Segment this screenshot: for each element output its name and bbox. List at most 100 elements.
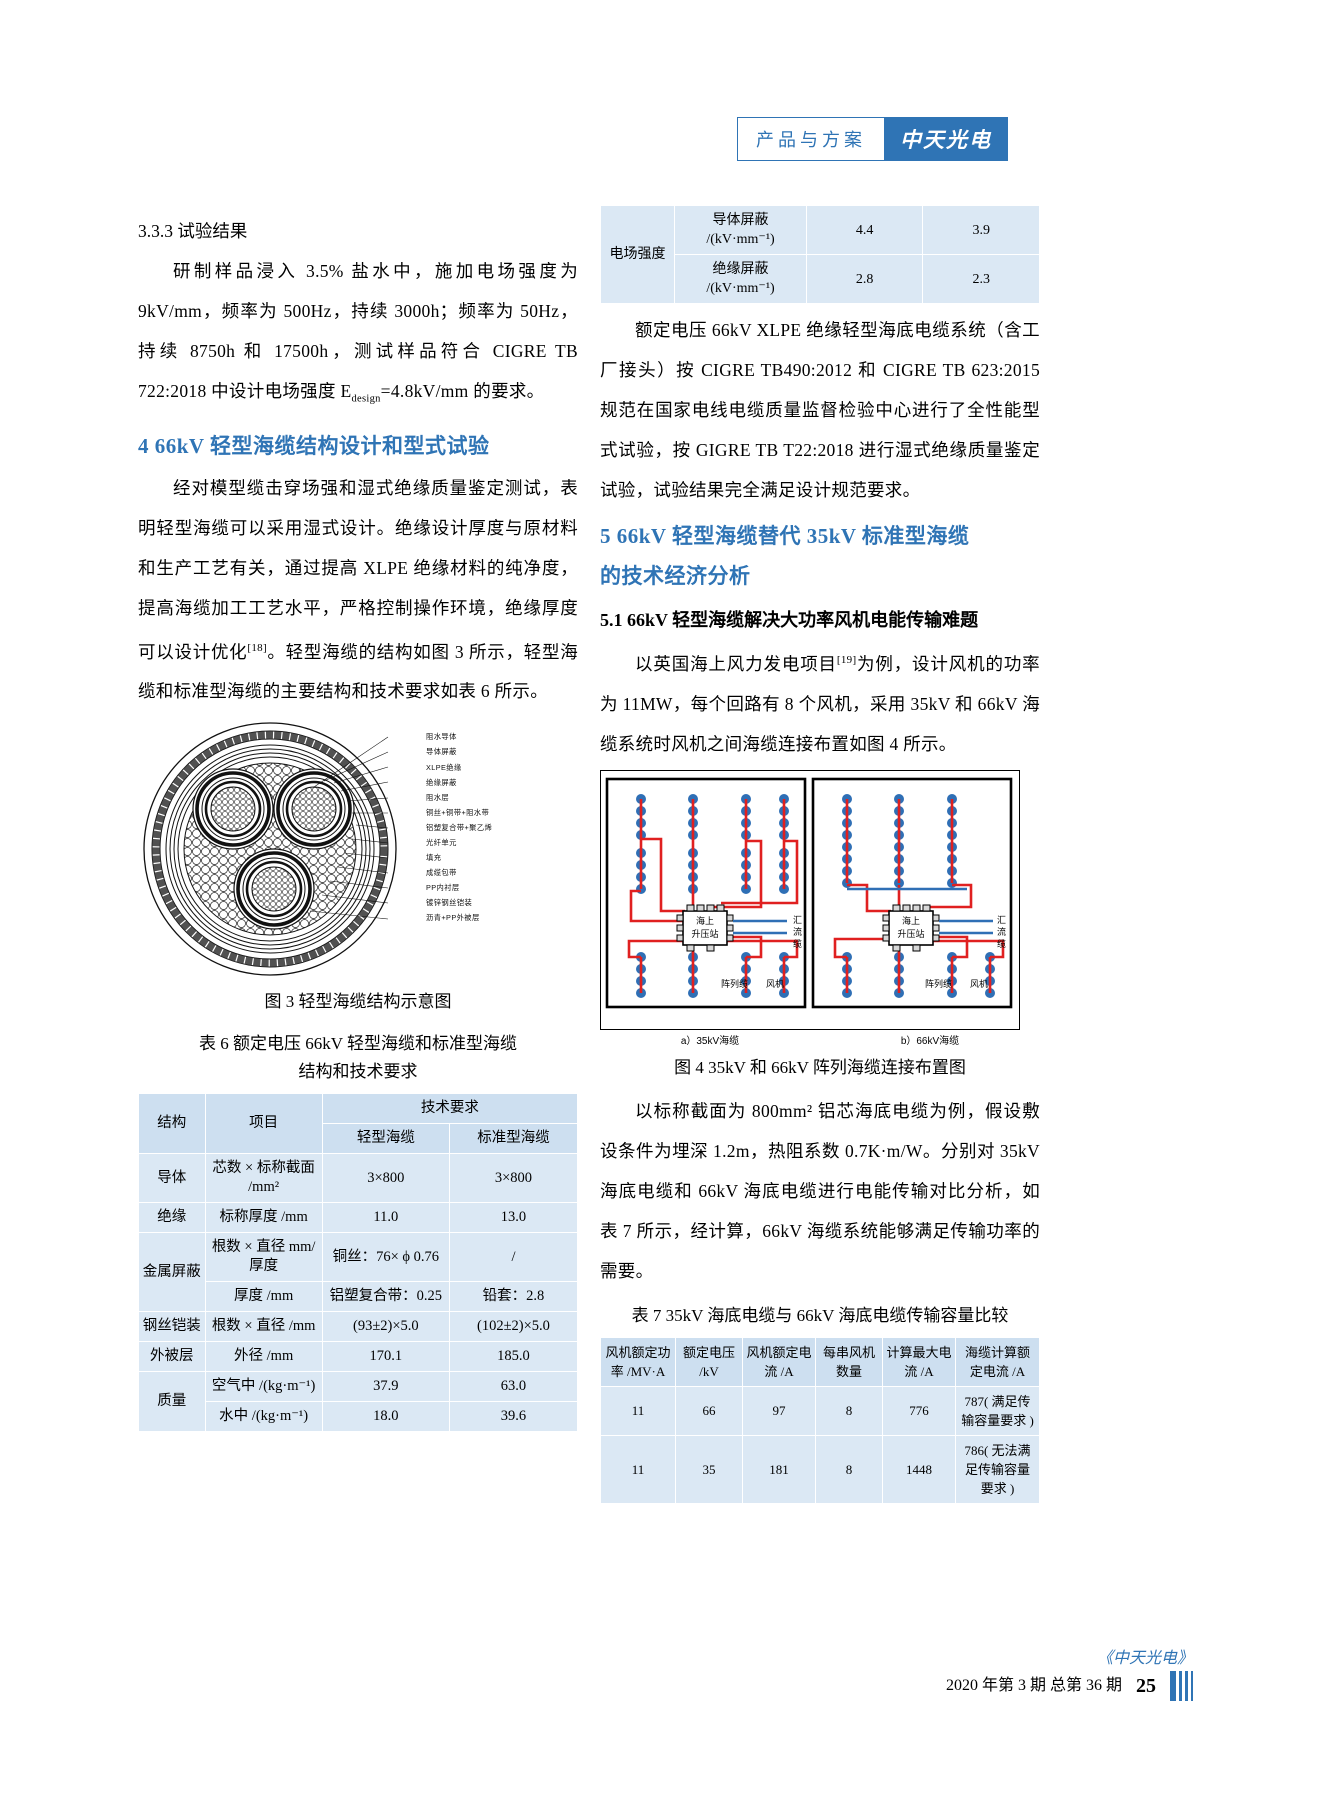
figure-4-caption: 图 4 35kV 和 66kV 阵列海缆连接布置图 (674, 1057, 966, 1077)
cell-item: 水中 /(kg·m⁻¹) (204, 1401, 323, 1433)
cable-label: 阻水导体 (426, 732, 457, 742)
cell-rated-power: 11 (600, 1385, 676, 1436)
table-row: 厚度 /mm 铝塑复合带：0.25 铅套：2.8 (139, 1281, 579, 1313)
cable-label: 铜丝+铜带+阻水带 (426, 807, 490, 817)
table-field-strength: 电场强度 导体屏蔽 /(kV·mm⁻¹) 4.4 3.9 绝缘屏蔽 /(kV·m… (599, 205, 1040, 304)
paragraph-uk-project: 以英国海上风力发电项目[19]为例，设计风机的功率为 11MW，每个回路有 8 … (600, 640, 1040, 764)
th-standard-cable: 标准型海缆 (448, 1123, 579, 1155)
cell-standard: 63.0 (448, 1371, 579, 1403)
table-row: 电场强度 导体屏蔽 /(kV·mm⁻¹) 4.4 3.9 (599, 205, 1040, 304)
para-subscript: design (351, 393, 381, 405)
para-text-tail: =4.8kV/mm 的要求。 (380, 381, 545, 401)
header-section-label: 产品与方案 (737, 117, 884, 161)
cable-label: 沥青+PP外被层 (426, 913, 480, 923)
cable-label: PP内衬层 (426, 883, 460, 893)
table-row: 绝缘 标称厚度 /mm 11.0 13.0 (138, 1202, 579, 1234)
table-row: 结构 项目 技术要求 (138, 1093, 579, 1155)
svg-text:流: 流 (997, 926, 1006, 938)
svg-text:流: 流 (793, 926, 802, 938)
heading-section-4: 4 66kV 轻型海缆结构设计和型式试验 (138, 433, 490, 458)
svg-text:缆: 缆 (997, 938, 1006, 950)
paragraph-test-results: 研制样品浸入 3.5% 盐水中，施加电场强度为 9kV/mm，频率为 500Hz… (138, 251, 578, 420)
cell-turbines: 8 (815, 1434, 883, 1504)
cable-label: XLPE绝缘 (426, 762, 462, 772)
cell-light: 170.1 (321, 1341, 450, 1373)
citation-ref: [19] (836, 654, 857, 666)
cell-rated-voltage: 35 (675, 1434, 743, 1504)
svg-text:汇: 汇 (793, 915, 802, 926)
cell-light: 3×800 (321, 1153, 450, 1204)
cell-structure: 金属屏蔽 (138, 1232, 206, 1313)
table-row: 11 35 181 8 1448 786( 无法满足传输容量要求 ) (600, 1434, 1040, 1504)
cable-label: 镀锌钢丝铠装 (426, 898, 473, 908)
footer-issue-line: 2020 年第 3 期 总第 36 期 25 (946, 1671, 1193, 1701)
cell-item: 外径 /mm (204, 1341, 323, 1373)
cell-rated-power: 11 (600, 1434, 676, 1504)
cell-max-current: 1448 (882, 1434, 956, 1504)
cell-cable-current: 787( 满足传输容量要求 ) (955, 1385, 1040, 1436)
figure-4-sublabel-a: a）35kV海缆 (680, 1035, 740, 1047)
figure-3-caption: 图 3 轻型海缆结构示意图 (264, 992, 452, 1012)
cell-item: 芯数 × 标称截面 /mm² (204, 1153, 323, 1204)
figure-4-sublabel-b: b）66kV海缆 (900, 1035, 960, 1047)
svg-text:阵列缆: 阵列缆 (721, 978, 748, 990)
table-6: 结构 项目 技术要求 轻型海缆 标准型海缆 导体 芯数 × 标称截面 /mm² … (138, 1093, 579, 1433)
cable-label: 光纤单元 (426, 837, 457, 847)
figure-3-cable-cross-section: 阻水导体 导体屏蔽 XLPE绝缘 绝缘屏蔽 阻水层 铜丝+铜带+阻水带 铝塑复合… (138, 721, 578, 981)
th-turbines-per-string: 每串风机数量 (815, 1336, 883, 1387)
cell-standard: 39.6 (448, 1401, 579, 1433)
cable-cross-section-drawing (143, 722, 397, 976)
table-row: 导体 芯数 × 标称截面 /mm² 3×800 3×800 (138, 1153, 579, 1204)
cell-field-strength-label: 电场强度 (599, 205, 676, 304)
page-footer: 《中天光电》 2020 年第 3 期 总第 36 期 25 (946, 1647, 1193, 1701)
figure-4-sublabels: a）35kV海缆 b）66kV海缆 (600, 1032, 1040, 1047)
cell-light: 11.0 (321, 1202, 450, 1234)
cable-label: 阻水层 (426, 792, 450, 802)
svg-text:汇: 汇 (997, 915, 1006, 926)
cell-standard: 185.0 (448, 1341, 579, 1373)
cell-structure: 绝缘 (138, 1202, 206, 1234)
table-row: 钢丝铠装 根数 × 直径 /mm (93±2)×5.0 (102±2)×5.0 (138, 1311, 579, 1343)
cell-light: 18.0 (321, 1401, 450, 1433)
table-row: 风机额定功率 /MV·A 额定电压 /kV 风机额定电流 /A 每串风机数量 计… (600, 1336, 1040, 1387)
table-7-caption: 表 7 35kV 海底电缆与 66kV 海底电缆传输容量比较 (631, 1305, 1009, 1325)
cell-item: 厚度 /mm (204, 1281, 323, 1313)
svg-text:风机: 风机 (970, 978, 988, 990)
svg-text:海上: 海上 (696, 915, 714, 927)
figure-3-label-list: 阻水导体 导体屏蔽 XLPE绝缘 绝缘屏蔽 阻水层 铜丝+铜带+阻水带 铝塑复合… (426, 729, 492, 925)
th-rated-voltage: 额定电压 /kV (675, 1336, 743, 1387)
th-item: 项目 (204, 1093, 323, 1155)
cell-item: 标称厚度 /mm (204, 1202, 323, 1234)
figure-4-drawing: 海上 升压站 汇 流 缆 阵列缆 风机 (605, 777, 1013, 1009)
cell-structure: 质量 (138, 1371, 206, 1433)
cell-value-1: 4.4 (805, 205, 924, 255)
svg-text:海上: 海上 (902, 915, 920, 927)
cell-light: (93±2)×5.0 (321, 1311, 450, 1343)
footer-issue-text: 2020 年第 3 期 总第 36 期 (945, 1677, 1122, 1694)
th-max-current: 计算最大电流 /A (882, 1336, 956, 1387)
table-row: 轻型海缆 标准型海缆 (139, 1123, 579, 1155)
header-logo: 中天光电 (884, 117, 1008, 161)
cell-item: 空气中 /(kg·m⁻¹) (204, 1371, 323, 1403)
table-row: 绝缘屏蔽 /(kV·mm⁻¹) 2.8 2.3 (601, 254, 1040, 304)
left-column: 3.3.3 试验结果 研制样品浸入 3.5% 盐水中，施加电场强度为 9kV/m… (138, 205, 579, 1433)
para-text-tail: 为例，设计风机的功率为 11MW，每个回路有 8 个风机，采用 35kV 和 6… (600, 653, 1040, 754)
citation-ref: [18] (247, 641, 267, 654)
th-rated-current: 风机额定电流 /A (742, 1336, 816, 1387)
cable-label: 填充 (426, 853, 442, 863)
page-number: 25 (1136, 1675, 1156, 1697)
para-text-tail: 。轻型海缆的结构如图 3 所示，轻型海缆和标准型海缆的主要结构和技术要求如表 6… (138, 641, 578, 702)
right-column: 电场强度 导体屏蔽 /(kV·mm⁻¹) 4.4 3.9 绝缘屏蔽 /(kV·m… (599, 205, 1040, 1504)
footer-journal-name: 《中天光电》 (1096, 1650, 1193, 1667)
footer-bars-icon (1170, 1671, 1193, 1701)
cell-light: 37.9 (321, 1371, 450, 1403)
svg-text:缆: 缆 (793, 938, 802, 950)
table-6-caption-line2: 结构和技术要求 (298, 1062, 418, 1082)
table-6-caption-line1: 表 6 额定电压 66kV 轻型海缆和标准型海缆 (199, 1034, 517, 1054)
cell-standard: 3×800 (448, 1153, 579, 1204)
cell-item: 导体屏蔽 /(kV·mm⁻¹) (674, 205, 807, 255)
cell-item: 根数 × 直径 mm/厚度 (204, 1232, 323, 1283)
cell-standard: 13.0 (448, 1202, 579, 1234)
heading-section-5-line2: 的技术经济分析 (600, 564, 751, 588)
cell-light: 铝塑复合带：0.25 (321, 1281, 450, 1313)
